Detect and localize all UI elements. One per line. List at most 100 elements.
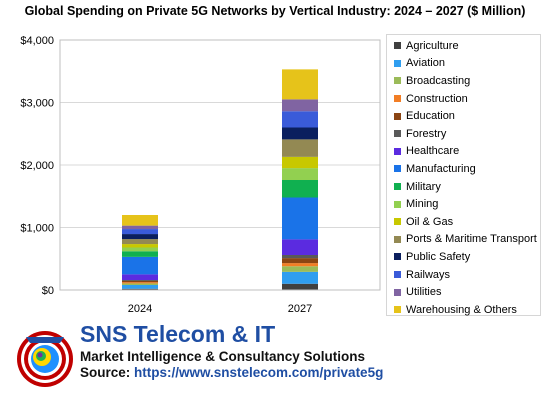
stacked-bar-chart: $0 $1,000 $2,000 $3,000 $4,000 2024 2027 — [20, 35, 381, 315]
legend-label: Public Safety — [406, 250, 471, 263]
bar-segment-agriculture-2027 — [282, 283, 318, 290]
bar-segment-utilities-2027 — [282, 99, 318, 112]
legend-label: Warehousing & Others — [406, 303, 517, 316]
legend-item: Warehousing & Others — [394, 301, 540, 319]
axes: $0 $1,000 $2,000 $3,000 $4,000 2024 2027 — [20, 35, 381, 315]
x-tick-label: 2027 — [288, 303, 312, 315]
legend-swatch — [394, 235, 401, 243]
bar-segment-ports-maritime-transport-2024 — [122, 239, 158, 245]
y-tick-label: $1,000 — [20, 223, 54, 235]
gridlines — [60, 39, 380, 291]
source-line: Source: https://www.snstelecom.com/priva… — [80, 365, 383, 380]
plot-area-border — [59, 39, 381, 291]
legend-label: Railways — [406, 268, 451, 281]
bar-segment-manufacturing-2024 — [122, 256, 158, 275]
legend-swatch — [394, 288, 401, 296]
legend-label: Education — [406, 110, 455, 123]
legend-label: Manufacturing — [406, 162, 476, 175]
bar-segment-oil-gas-2027 — [282, 156, 318, 169]
bar-segment-forestry-2027 — [282, 255, 318, 259]
legend-label: Mining — [406, 198, 439, 211]
y-tick-label: $4,000 — [20, 35, 54, 47]
legend-item: Agriculture — [394, 37, 540, 55]
bar-segment-warehousing-others-2024 — [122, 215, 158, 226]
legend-item: Public Safety — [394, 248, 540, 266]
legend-label: Military — [406, 180, 441, 193]
bars — [122, 69, 318, 290]
legend-label: Utilities — [406, 286, 442, 299]
legend-label: Broadcasting — [406, 74, 471, 87]
legend-swatch — [394, 200, 401, 208]
bar-segment-utilities-2024 — [122, 225, 158, 230]
bar-segment-aviation-2024 — [122, 285, 158, 289]
bar-segment-mining-2027 — [282, 168, 318, 180]
bar-segment-education-2027 — [282, 258, 318, 264]
bar-segment-oil-gas-2024 — [122, 244, 158, 248]
bar-segment-healthcare-2024 — [122, 274, 158, 280]
legend-label: Aviation — [406, 57, 445, 70]
legend-label: Oil & Gas — [406, 215, 454, 228]
legend-swatch — [394, 218, 401, 226]
bar-segment-mining-2024 — [122, 247, 158, 252]
legend-swatch — [394, 112, 401, 120]
legend-swatch — [394, 59, 401, 67]
legend-item: Oil & Gas — [394, 213, 540, 231]
legend-label: Agriculture — [406, 39, 459, 52]
legend-item: Mining — [394, 195, 540, 213]
legend-item: Healthcare — [394, 143, 540, 161]
legend-label: Forestry — [406, 127, 447, 140]
footer: SNS Telecom & IT Market Intelligence & C… — [16, 321, 536, 399]
bar-segment-public-safety-2024 — [122, 234, 158, 240]
y-tick-label: $2,000 — [20, 160, 54, 172]
legend: Agriculture Aviation Broadcasting Construct… — [386, 34, 541, 316]
legend-item: Manufacturing — [394, 160, 540, 178]
company-name: SNS Telecom & IT — [80, 321, 276, 347]
bar-segment-warehousing-others-2027 — [282, 69, 318, 100]
legend-label: Construction — [406, 92, 468, 105]
source-link[interactable]: https://www.snstelecom.com/private5g — [134, 365, 384, 380]
legend-swatch — [394, 253, 401, 261]
legend-swatch — [394, 306, 401, 314]
chart-title: Global Spending on Private 5G Networks b… — [24, 4, 526, 18]
legend-swatch — [394, 42, 401, 50]
bar-segment-railways-2024 — [122, 229, 158, 235]
bar-segment-railways-2027 — [282, 111, 318, 128]
legend-item: Utilities — [394, 283, 540, 301]
bar-segment-construction-2027 — [282, 263, 318, 267]
bar-segment-public-safety-2027 — [282, 127, 318, 140]
bar-segment-broadcasting-2024 — [122, 283, 158, 285]
legend-item: Aviation — [394, 55, 540, 73]
y-tick-label: $3,000 — [20, 98, 54, 110]
legend-item: Railways — [394, 266, 540, 284]
legend-item: Construction — [394, 90, 540, 108]
bar-segment-healthcare-2027 — [282, 239, 318, 255]
bar-segment-manufacturing-2027 — [282, 197, 318, 240]
bar-segment-agriculture-2024 — [122, 288, 158, 290]
bar-segment-broadcasting-2027 — [282, 266, 318, 272]
legend-item: Education — [394, 107, 540, 125]
bar-segment-military-2024 — [122, 251, 158, 257]
x-tick-label: 2024 — [128, 303, 152, 315]
source-label: Source: — [80, 365, 135, 380]
legend-swatch — [394, 165, 401, 173]
y-tick-label: $0 — [42, 285, 54, 297]
legend-swatch — [394, 77, 401, 85]
legend-item: Ports & Maritime Transport — [394, 231, 540, 249]
legend-item: Forestry — [394, 125, 540, 143]
legend-item: Broadcasting — [394, 72, 540, 90]
legend-swatch — [394, 271, 401, 279]
bar-segment-construction-2024 — [122, 282, 158, 284]
bar-segment-aviation-2027 — [282, 271, 318, 284]
company-tagline: Market Intelligence & Consultancy Soluti… — [80, 349, 366, 364]
bar-segment-education-2024 — [122, 280, 158, 283]
legend-item: Military — [394, 178, 540, 196]
legend-label: Ports & Maritime Transport — [406, 233, 537, 246]
legend-swatch — [394, 183, 401, 191]
legend-swatch — [394, 147, 401, 155]
legend-label: Healthcare — [406, 145, 460, 158]
bar-segment-military-2027 — [282, 180, 318, 198]
bar-segment-ports-maritime-transport-2027 — [282, 139, 318, 157]
legend-swatch — [394, 95, 401, 103]
company-logo-icon — [17, 331, 73, 387]
legend-swatch — [394, 130, 401, 138]
